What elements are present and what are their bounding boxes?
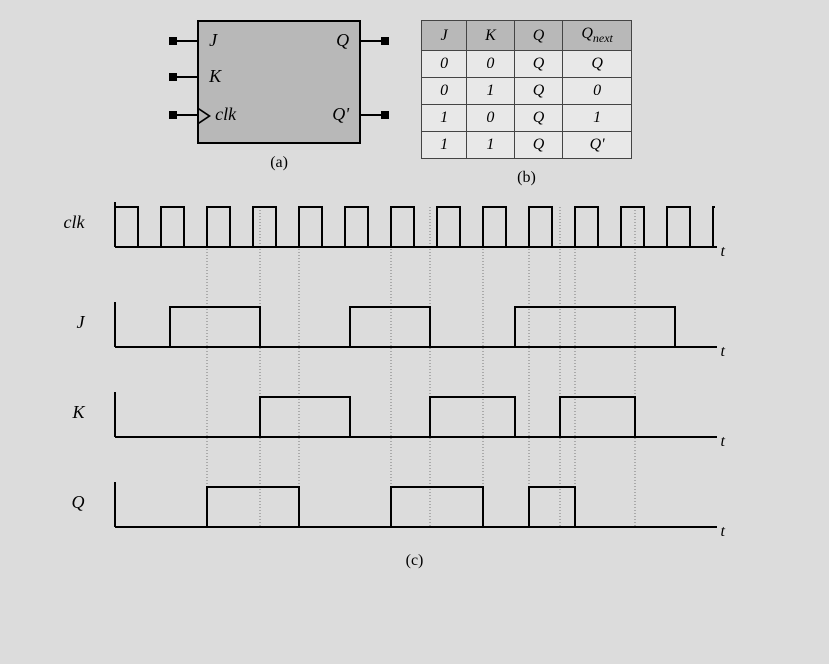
- time-axis-label: t: [721, 243, 725, 261]
- timing-svg: [95, 202, 735, 542]
- pin-q: [359, 40, 381, 42]
- table-cell: 1: [563, 105, 632, 132]
- pin-qbar-sq: [381, 111, 389, 119]
- table-cell: Q: [514, 51, 563, 78]
- pin-j: [177, 40, 199, 42]
- flipflop-symbol: J K clk Q Q' (a): [197, 20, 361, 187]
- table-cell: Q: [514, 105, 563, 132]
- truth-table-wrap: J K Q Qnext 00QQ01Q010Q111QQ' (b): [421, 20, 632, 187]
- truth-table: J K Q Qnext 00QQ01Q010Q111QQ': [421, 20, 632, 159]
- table-cell: 0: [422, 51, 467, 78]
- table-cell: Q': [563, 132, 632, 159]
- label-k: K: [209, 66, 221, 87]
- pin-j-sq: [169, 37, 177, 45]
- table-cell: 1: [467, 78, 515, 105]
- timing-diagram: clktJtKtQt (c): [20, 202, 809, 570]
- table-cell: 0: [422, 78, 467, 105]
- table-cell: Q: [563, 51, 632, 78]
- table-cell: 0: [467, 105, 515, 132]
- time-axis-label: t: [721, 433, 725, 451]
- pin-clk-sq: [169, 111, 177, 119]
- caption-b: (b): [517, 169, 536, 187]
- label-q: Q: [336, 30, 349, 51]
- pin-clk: [177, 114, 199, 116]
- pin-k-sq: [169, 73, 177, 81]
- table-cell: 0: [563, 78, 632, 105]
- th-q: Q: [514, 21, 563, 51]
- table-cell: 1: [467, 132, 515, 159]
- caption-c: (c): [406, 552, 424, 570]
- clk-triangle: [199, 108, 211, 124]
- flipflop-block: J K clk Q Q': [197, 20, 361, 144]
- table-cell: 1: [422, 132, 467, 159]
- time-axis-label: t: [721, 343, 725, 361]
- time-axis-label: t: [721, 523, 725, 541]
- th-k: K: [467, 21, 515, 51]
- label-j: J: [209, 30, 217, 51]
- pin-k: [177, 76, 199, 78]
- table-cell: 0: [467, 51, 515, 78]
- table-cell: Q: [514, 132, 563, 159]
- signal-label-Q: Q: [72, 492, 85, 513]
- caption-a: (a): [270, 154, 288, 172]
- signal-label-clk: clk: [64, 212, 85, 233]
- signal-label-K: K: [72, 402, 84, 423]
- table-cell: 1: [422, 105, 467, 132]
- signal-label-J: J: [77, 312, 85, 333]
- table-cell: Q: [514, 78, 563, 105]
- pin-q-sq: [381, 37, 389, 45]
- timing-box: clktJtKtQt: [95, 202, 735, 542]
- th-j: J: [422, 21, 467, 51]
- pin-qbar: [359, 114, 381, 116]
- th-qnext: Qnext: [563, 21, 632, 51]
- label-qbar: Q': [332, 104, 349, 125]
- label-clk: clk: [215, 104, 236, 125]
